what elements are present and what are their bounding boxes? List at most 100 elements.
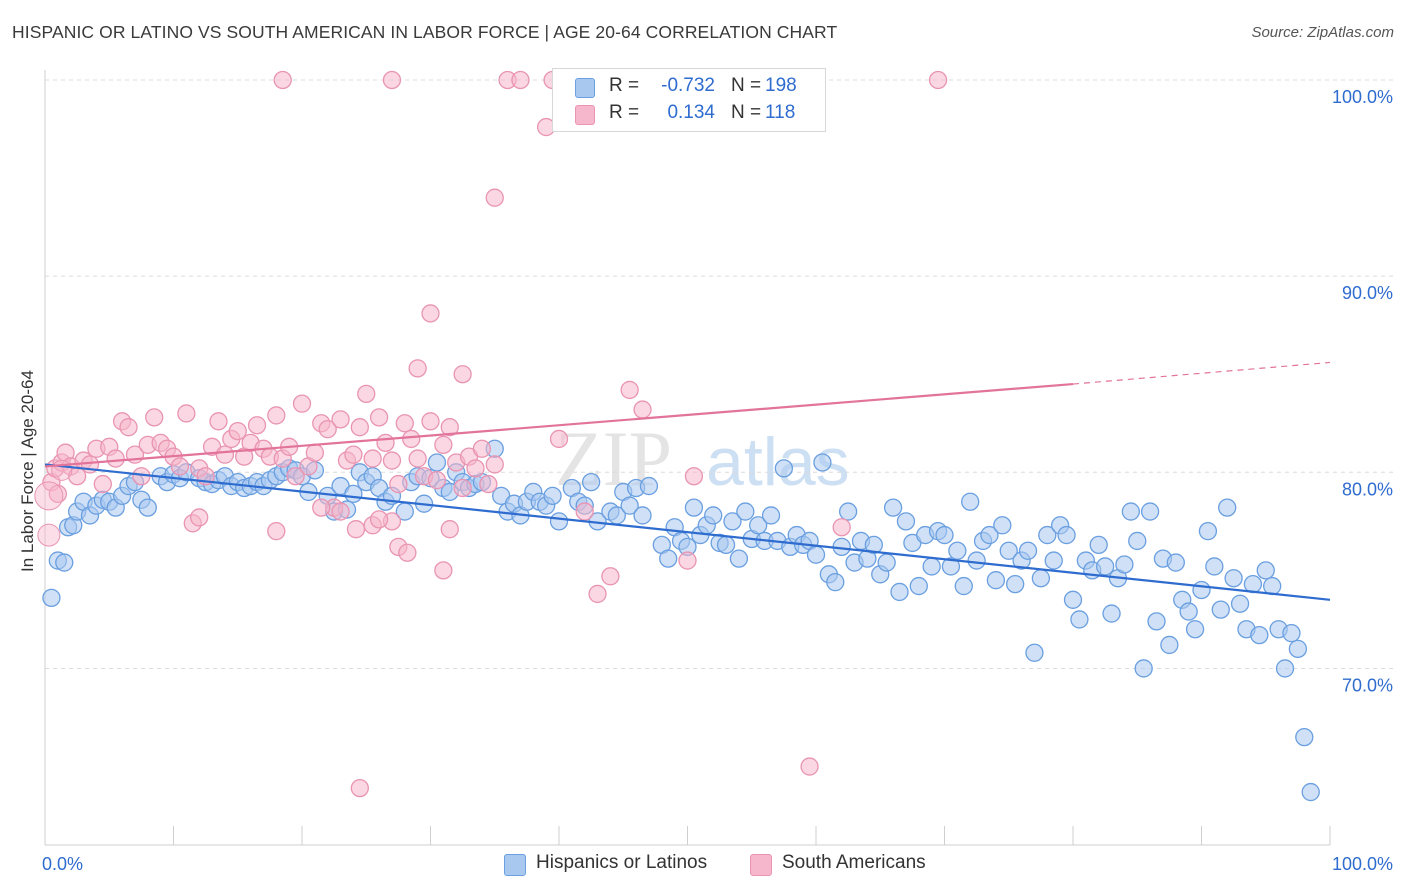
south-american-point <box>273 70 292 90</box>
hispanic-point <box>890 582 909 602</box>
hispanic-point <box>961 492 980 511</box>
x-tick-label: 0.0% <box>42 854 83 874</box>
south-american-point <box>292 394 312 413</box>
south-american-point <box>678 551 697 570</box>
south-american-point <box>331 502 350 521</box>
south-american-point <box>382 451 402 470</box>
chart-source: Source: ZipAtlas.com <box>1251 24 1394 41</box>
hispanic-point <box>1230 594 1250 613</box>
south-american-point <box>440 520 459 539</box>
legend-r-value: 0.134 <box>667 102 715 123</box>
south-american-point <box>549 429 569 449</box>
legend-r-value: -0.732 <box>661 75 715 96</box>
hispanic-point <box>1211 600 1230 619</box>
hispanic-point <box>549 512 569 531</box>
south-american-point <box>389 474 408 494</box>
south-american-point <box>106 449 125 468</box>
south-american-point <box>421 412 440 431</box>
hispanic-point <box>1198 522 1218 541</box>
hispanic-point <box>967 551 986 570</box>
bottom-legend-label-south-american: South Americans <box>782 852 926 873</box>
hispanic-point <box>1275 659 1295 678</box>
south-american-point <box>376 433 395 453</box>
south-american-point <box>601 567 620 586</box>
hispanic-point <box>1179 602 1198 621</box>
hispanic-point <box>864 535 883 555</box>
hispanic-point <box>774 459 794 478</box>
south-american-point <box>684 467 704 486</box>
hispanic-point <box>723 512 742 531</box>
bottom-legend-swatch-hispanic <box>504 854 526 876</box>
south-american-point <box>267 406 286 425</box>
south-american-point <box>620 380 639 400</box>
south-american-point <box>453 478 472 498</box>
hispanic-point <box>993 516 1012 535</box>
hispanic-point <box>633 506 652 525</box>
south-american-point <box>357 384 376 403</box>
hispanic-point <box>55 553 74 572</box>
south-american-point <box>382 70 402 90</box>
south-american-point <box>408 449 427 468</box>
hispanic-point <box>999 541 1018 560</box>
south-american-point <box>350 778 369 798</box>
south-american-point <box>145 408 164 427</box>
hispanic-point <box>639 476 659 496</box>
hispanic-point <box>1038 525 1057 545</box>
south-american-point <box>453 365 472 384</box>
south-american-point <box>37 523 61 547</box>
hispanic-point <box>1250 625 1269 645</box>
south-american-point <box>247 416 267 435</box>
hispanic-point <box>729 549 749 568</box>
hispanic-point <box>935 525 954 545</box>
y-axis-label: In Labor Force | Age 20-64 <box>18 370 37 572</box>
south-american-point <box>215 445 235 464</box>
south-american-point <box>170 457 190 476</box>
hispanic-point <box>954 576 973 596</box>
hispanic-point <box>684 498 704 517</box>
y-tick-label: 100.0% <box>1332 87 1393 107</box>
bottom-legend-swatch-south-american <box>750 854 772 876</box>
south-american-trend-line-dashed <box>1072 361 1331 385</box>
south-american-point <box>434 561 453 580</box>
hispanic-point <box>736 502 755 521</box>
hispanic-point <box>1121 502 1140 521</box>
bottom-legend-label-hispanic: Hispanics or Latinos <box>536 852 708 873</box>
hispanic-point <box>427 453 447 472</box>
hispanic-point <box>1128 531 1147 551</box>
south-american-point <box>119 418 138 437</box>
y-tick-label: 80.0% <box>1342 479 1393 499</box>
south-american-point <box>395 414 414 433</box>
south-american-point <box>331 410 350 429</box>
hispanic-point <box>1102 604 1121 623</box>
hispanic-point <box>1218 498 1237 517</box>
south-american-point <box>472 439 492 458</box>
south-american-point <box>427 471 447 490</box>
hispanic-point <box>749 516 768 535</box>
south-american-point <box>312 498 331 517</box>
hispanic-point <box>948 541 967 560</box>
hispanic-point <box>1006 574 1025 594</box>
south-american-point <box>93 474 112 494</box>
south-american-point <box>286 467 305 486</box>
hispanic-point <box>1185 620 1205 639</box>
x-tick-label: 100.0% <box>1332 854 1393 874</box>
south-american-point <box>402 429 421 449</box>
hispanic-point <box>1089 535 1108 555</box>
hispanic-point <box>1301 782 1320 802</box>
south-american-point <box>177 404 196 423</box>
correlation-legend: R = -0.732 N = 198 R = 0.134 N = 118 <box>552 68 826 132</box>
south-american-point <box>350 418 369 437</box>
hispanic-point <box>1134 659 1153 678</box>
hispanic-point <box>1018 541 1038 560</box>
hispanic-point <box>42 588 61 607</box>
south-american-point <box>421 304 440 323</box>
hispanic-point <box>877 553 896 572</box>
hispanic-point <box>980 525 999 545</box>
south-american-point <box>832 518 851 537</box>
south-american-point <box>305 443 325 462</box>
hispanic-point <box>909 576 928 596</box>
hispanic-point <box>1044 551 1063 570</box>
hispanic-point <box>826 573 845 592</box>
legend-n-value: 118 <box>765 102 796 123</box>
legend-r-label: R = <box>609 75 640 96</box>
